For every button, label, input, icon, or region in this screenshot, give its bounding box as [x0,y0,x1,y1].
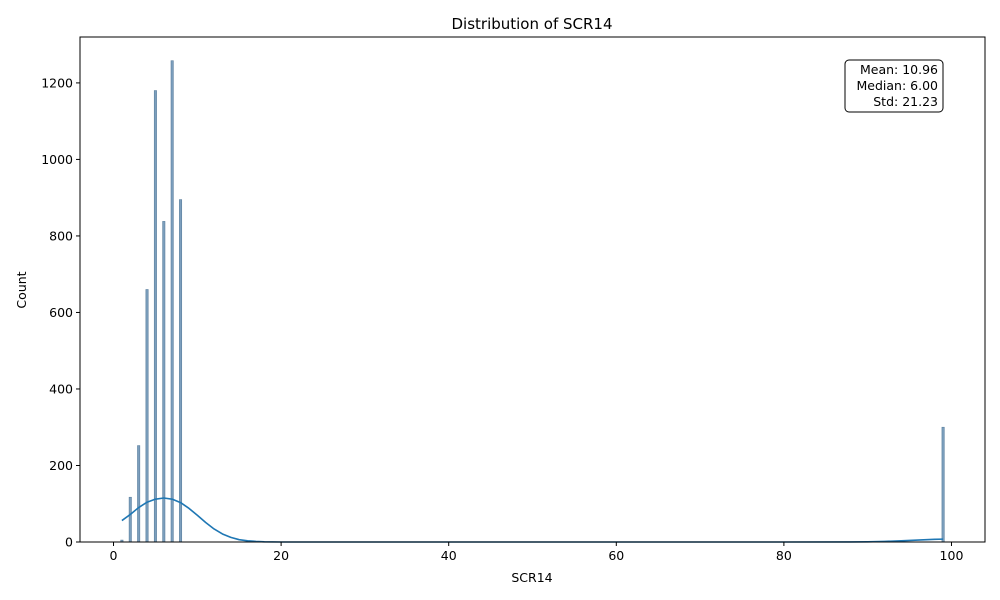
chart-title: Distribution of SCR14 [451,15,612,33]
stats-box-frame [844,59,944,113]
x-axis-label: SCR14 [511,570,552,585]
kde-layer [121,497,944,543]
y-tick-label: 800 [49,228,73,243]
histogram-bar [170,60,174,543]
histogram-bar [179,199,183,543]
kde-line [121,497,944,543]
y-tick-label: 1200 [41,75,73,90]
histogram-bar [128,496,132,543]
stats-median: Median: 6.00 [857,78,939,93]
histogram-bar [941,426,945,543]
stats-mean: Mean: 10.96 [860,62,938,77]
x-tick-label: 40 [441,548,457,563]
bars-layer [120,60,945,543]
x-tick-label: 80 [776,548,792,563]
x-axis-ticks: 0 20 40 60 80 100 [110,542,964,563]
histogram-bar [162,221,166,543]
y-axis-ticks: 0 200 400 600 800 1000 1200 [41,75,80,550]
x-tick-label: 20 [273,548,289,563]
histogram-bar [137,445,141,543]
histogram-bar [153,90,157,543]
y-axis-label: Count [14,271,29,308]
y-tick-label: 400 [49,381,73,396]
y-tick-label: 1000 [41,152,73,167]
histogram-bar [145,289,149,543]
stats-box: Mean: 10.96 Median: 6.00 Std: 21.23 [844,59,944,113]
x-tick-label: 100 [940,548,964,563]
x-tick-label: 60 [608,548,624,563]
x-tick-label: 0 [110,548,118,563]
y-tick-label: 0 [65,535,73,550]
y-tick-label: 200 [49,458,73,473]
y-tick-label: 600 [49,305,73,320]
stats-std: Std: 21.23 [873,94,938,109]
plot-frame [79,36,986,543]
